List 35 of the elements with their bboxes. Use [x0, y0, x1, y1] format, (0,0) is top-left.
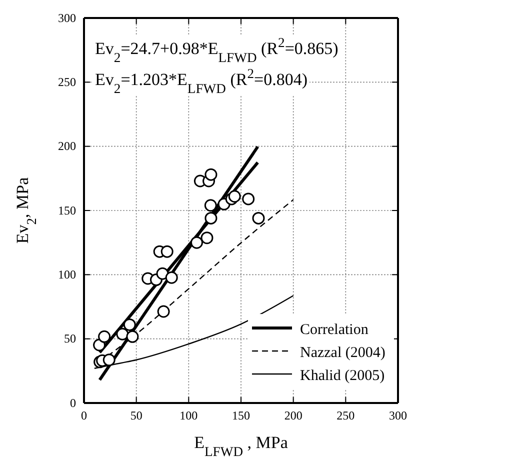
point: [190, 236, 203, 249]
annotation: Ev$_{2}$=1.203*E$_{LFWD}$ (R$^{2}$=0.804): [95, 66, 308, 96]
point: [160, 245, 174, 258]
point: [204, 199, 217, 212]
x-tick-label: 50: [130, 408, 142, 423]
y-tick-label: 0: [70, 396, 76, 410]
x-tick-label: 150: [232, 408, 250, 423]
x-tick-label: 100: [180, 408, 198, 423]
y-tick-label: 100: [58, 268, 76, 282]
point: [252, 212, 265, 224]
legend-label: Nazzal (2004): [300, 345, 386, 361]
point: [165, 271, 178, 284]
point: [242, 192, 255, 206]
y-tick-label: 150: [58, 203, 76, 218]
x-tick-label: 200: [284, 408, 302, 423]
point: [204, 212, 218, 224]
y-tick-label: 300: [58, 10, 76, 25]
y-tick-label: 200: [58, 139, 76, 154]
y-tick-label: 50: [64, 332, 76, 346]
point: [157, 305, 170, 318]
x-tick-label: 0: [81, 408, 87, 423]
annotation: Ev$_{2}$=24.7+0.98*E$_{LFWD}$ (R$^{2}$=0.865): [95, 34, 338, 64]
point: [126, 330, 139, 343]
point: [204, 168, 218, 181]
x-tick-label: 250: [336, 408, 355, 423]
legend-label: Khalid (2005): [300, 368, 385, 384]
y-tick-label: 250: [58, 75, 76, 90]
legend-label: Correlation: [300, 322, 369, 338]
point: [98, 330, 111, 343]
point: [200, 232, 214, 244]
point: [102, 354, 116, 366]
x-axis-title: E$_{LFWD}$ , MPa: [194, 433, 288, 458]
point: [156, 267, 169, 280]
x-tick-label: 300: [389, 408, 407, 423]
point: [228, 190, 241, 203]
